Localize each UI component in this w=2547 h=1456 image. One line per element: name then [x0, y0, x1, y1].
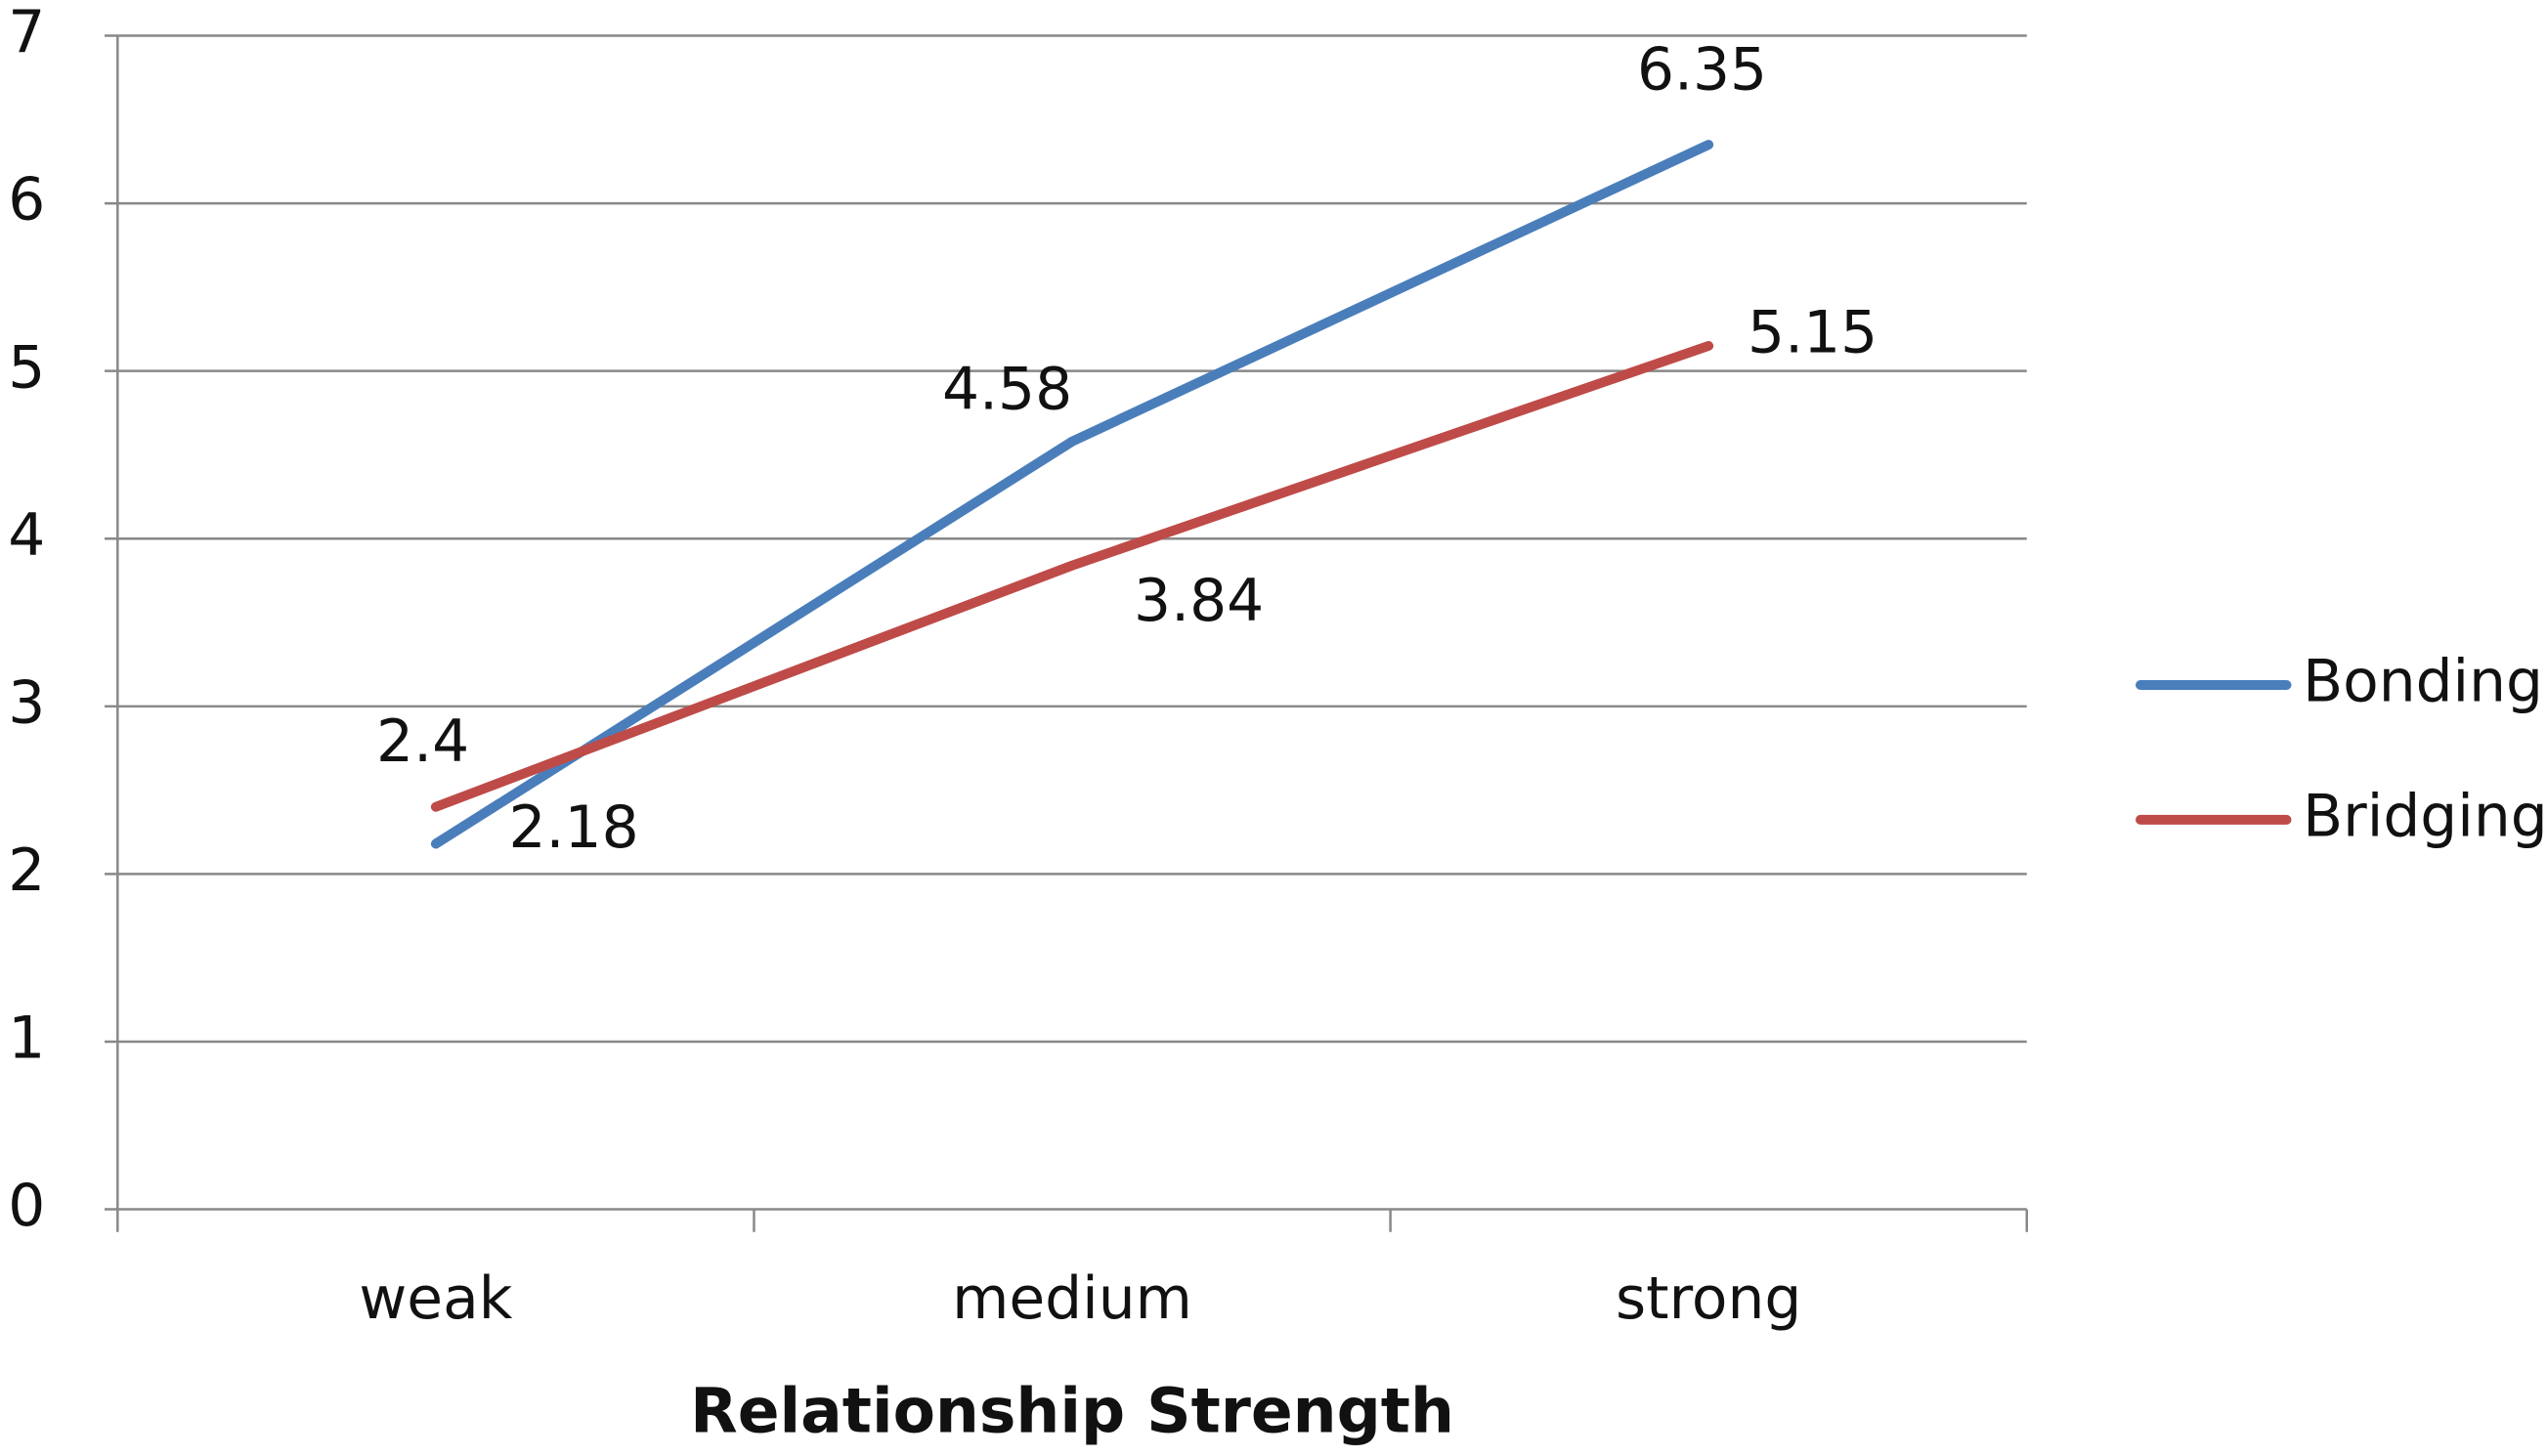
legend-label: Bridging [2303, 783, 2547, 850]
y-tick-label: 7 [8, 0, 45, 66]
data-label: 3.84 [1134, 568, 1264, 635]
data-label: 2.18 [509, 794, 639, 862]
y-tick-label: 1 [8, 1006, 45, 1073]
x-tick-label: medium [952, 1265, 1192, 1333]
x-tick-label: strong [1616, 1265, 1801, 1333]
y-tick-label: 6 [8, 167, 45, 235]
line [430, 140, 1714, 849]
y-tick-label: 4 [8, 502, 45, 570]
data-label: 4.58 [942, 356, 1072, 423]
y-tick-label: 0 [8, 1173, 45, 1240]
data-label: 5.15 [1748, 300, 1878, 367]
x-tick-label: weak [359, 1265, 512, 1333]
data-label: 6.35 [1637, 37, 1767, 105]
data-label: 2.4 [376, 708, 469, 776]
line [430, 340, 1714, 812]
x-axis-title: Relationship Strength [690, 1375, 1454, 1447]
y-tick-label: 2 [8, 837, 45, 905]
y-tick-label: 3 [8, 669, 45, 737]
y-tick-label: 5 [8, 334, 45, 402]
legend-label: Bonding [2303, 649, 2543, 716]
